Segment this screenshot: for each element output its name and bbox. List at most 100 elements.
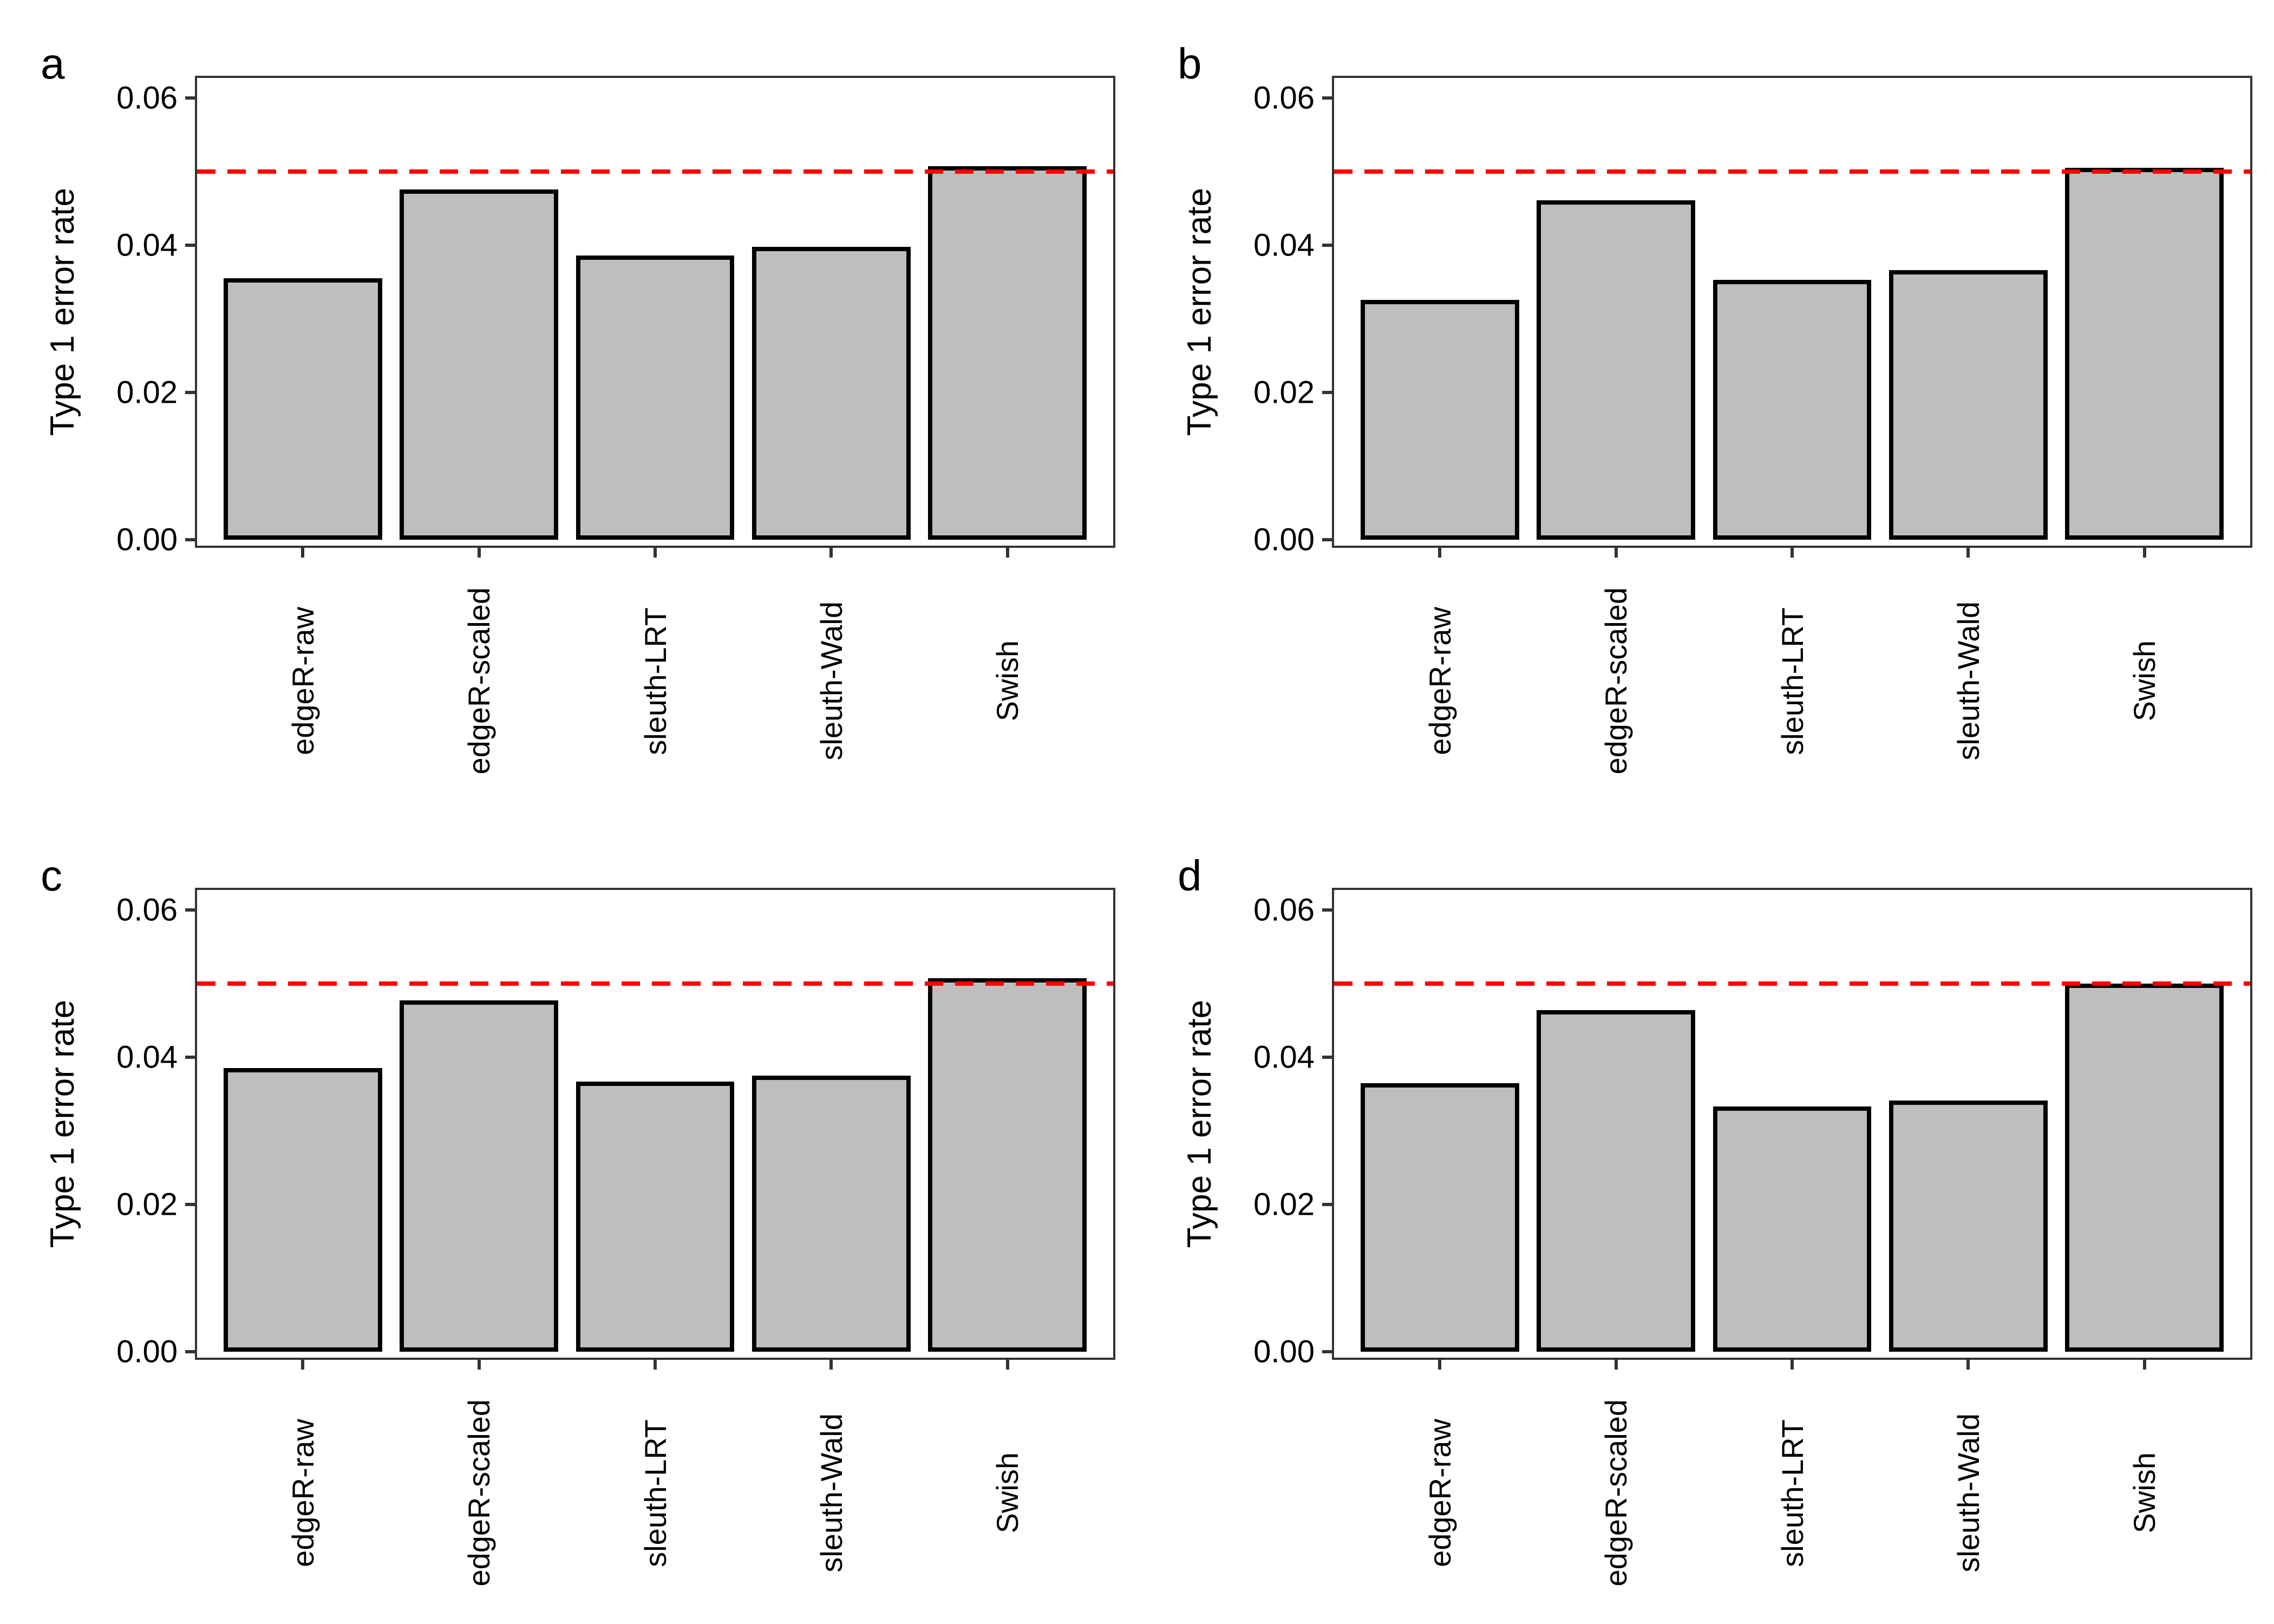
x-label-cell: sleuth-LRT (563, 561, 747, 801)
x-tick-mark (1614, 1360, 1618, 1370)
bar-edgeR-scaled (400, 189, 559, 540)
x-label-cell: sleuth-Wald (1876, 561, 2060, 801)
y-tick-label: 0.02 (116, 1187, 178, 1222)
bar-edgeR-raw (223, 1068, 382, 1352)
y-tick-mark (1322, 908, 1332, 912)
x-tick-mark (829, 1360, 833, 1370)
x-tick-mark (2142, 548, 2146, 558)
x-axis-label: edgeR-raw (1422, 1419, 1457, 1567)
x-label-cell: sleuth-Wald (739, 1373, 923, 1613)
bar-edgeR-scaled (1537, 200, 1696, 540)
reference-line (197, 169, 1113, 174)
y-tick-mark (185, 1350, 195, 1353)
y-tick-label: 0.04 (1253, 227, 1315, 263)
bar-sleuth-Wald (1889, 1101, 2048, 1352)
y-tick-mark (1322, 1203, 1332, 1206)
y-tick-label: 0.00 (1253, 522, 1315, 558)
x-axis-labels: edgeR-raw edgeR-scaled sleuth-LRT sleuth-Wa… (1334, 561, 2250, 801)
y-tick-label: 0.00 (1253, 1334, 1315, 1370)
plot-box: 0.00 0.02 0.04 0.06 (1253, 76, 2252, 558)
x-tick-mark (654, 548, 657, 558)
x-tick-mark (829, 548, 833, 558)
y-tick-mark (1322, 391, 1332, 394)
panel-d: d Type 1 error rate 0.00 0.02 0.04 0.06 edg… (1137, 812, 2274, 1624)
x-label-cell: sleuth-Wald (1876, 1373, 2060, 1613)
panel-b: b Type 1 error rate 0.00 0.02 0.04 0.06 edg… (1137, 0, 2274, 812)
bar-edgeR-raw (223, 278, 382, 540)
y-tick-mark (1322, 244, 1332, 247)
plot-box: 0.00 0.02 0.04 0.06 (116, 888, 1115, 1370)
x-axis-label: edgeR-scaled (1599, 587, 1633, 775)
bar-edgeR-scaled (400, 1000, 559, 1352)
y-tick-label: 0.04 (116, 1039, 178, 1075)
bar-Swish (2065, 984, 2224, 1352)
x-tick-mark (1966, 548, 1970, 558)
panel-c: c Type 1 error rate 0.00 0.02 0.04 0.06 edg… (0, 812, 1137, 1624)
x-axis-label: Swish (2127, 1452, 2162, 1534)
y-tick-label: 0.06 (1253, 892, 1315, 928)
x-tick-mark (477, 548, 481, 558)
plot-box: 0.00 0.02 0.04 0.06 (116, 76, 1115, 558)
x-label-cell: edgeR-scaled (1524, 1373, 1708, 1613)
panel-letter-b: b (1178, 40, 1202, 88)
bar-Swish (2065, 168, 2224, 540)
x-label-cell: sleuth-Wald (739, 561, 923, 801)
plot-box: 0.00 0.02 0.04 0.06 (1253, 888, 2252, 1370)
bar-sleuth-Wald (1889, 270, 2048, 540)
y-axis-title: Type 1 error rate (38, 76, 87, 548)
x-label-cell: sleuth-LRT (1700, 561, 1884, 801)
x-axis-label: edgeR-scaled (462, 587, 496, 775)
y-tick-mark (185, 908, 195, 912)
y-tick-label: 0.04 (1253, 1039, 1315, 1075)
bar-Swish (928, 166, 1087, 540)
panel-letter-d: d (1178, 852, 1202, 900)
reference-line (1334, 981, 2250, 986)
x-axis-label: sleuth-LRT (1775, 607, 1809, 755)
y-tick-mark (185, 538, 195, 541)
y-tick-label: 0.00 (116, 1334, 178, 1370)
x-label-cell: edgeR-raw (211, 561, 395, 801)
x-tick-mark (1791, 548, 1794, 558)
y-tick-mark (1322, 96, 1332, 100)
y-tick-label: 0.06 (1253, 80, 1315, 116)
x-label-cell: sleuth-LRT (563, 1373, 747, 1613)
y-tick-label: 0.06 (116, 892, 178, 928)
x-axis-label: edgeR-raw (285, 1419, 320, 1567)
y-tick-mark (185, 1056, 195, 1059)
x-label-cell: edgeR-scaled (387, 561, 571, 801)
panel-letter-a: a (41, 40, 65, 88)
y-tick-label: 0.02 (1253, 1187, 1315, 1222)
x-tick-mark (477, 1360, 481, 1370)
y-axis-title: Type 1 error rate (1175, 76, 1224, 548)
x-label-cell: sleuth-LRT (1700, 1373, 1884, 1613)
x-label-cell: edgeR-raw (1348, 561, 1532, 801)
x-axis-label: sleuth-Wald (814, 1413, 848, 1573)
x-axis-label: Swish (2127, 640, 2162, 722)
y-tick-mark (185, 96, 195, 100)
bar-sleuth-LRT (1713, 1106, 1872, 1352)
y-tick-mark (185, 244, 195, 247)
y-tick-label: 0.00 (116, 522, 178, 558)
x-axis-label: sleuth-LRT (1775, 1419, 1809, 1567)
plot-area (197, 890, 1113, 1358)
x-axis-label: sleuth-LRT (638, 607, 672, 755)
x-tick-mark (1005, 1360, 1009, 1370)
x-label-cell: edgeR-scaled (1524, 561, 1708, 801)
bar-edgeR-raw (1360, 1083, 1519, 1352)
x-tick-mark (1438, 1360, 1442, 1370)
reference-line (1334, 169, 2250, 174)
x-label-cell: edgeR-raw (1348, 1373, 1532, 1613)
x-axis-label: edgeR-scaled (462, 1399, 496, 1587)
y-tick-mark (185, 1203, 195, 1206)
x-axis-label: edgeR-raw (1422, 607, 1457, 755)
x-label-cell: Swish (2053, 1373, 2237, 1613)
plot-area (1334, 78, 2250, 546)
x-axis-label: sleuth-LRT (638, 1419, 672, 1567)
y-axis-title-text: Type 1 error rate (43, 187, 81, 436)
x-tick-mark (301, 1360, 305, 1370)
bar-Swish (928, 978, 1087, 1352)
y-tick-mark (185, 391, 195, 394)
x-tick-mark (1005, 548, 1009, 558)
x-axis-labels: edgeR-raw edgeR-scaled sleuth-LRT sleuth-Wa… (197, 1373, 1113, 1613)
